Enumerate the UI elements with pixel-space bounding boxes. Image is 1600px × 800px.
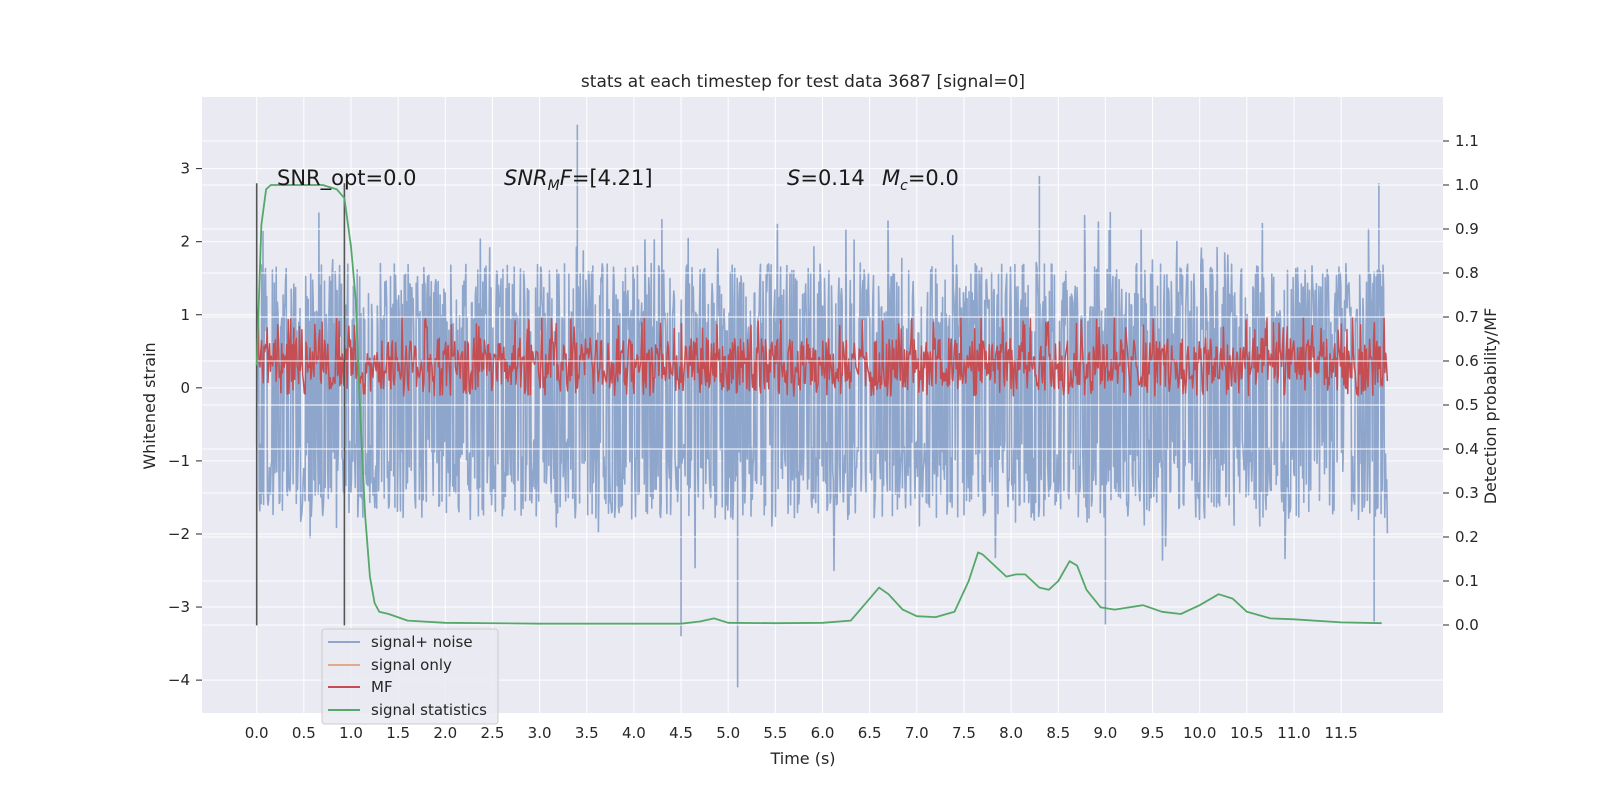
- vertical-markers: [255, 183, 346, 626]
- right-tick-label: 0.4: [1455, 440, 1479, 458]
- x-axis-ticks: 0.0 0.5 1.0 1.5 2.0 2.5 3.0 3.5 4.0 4.5 5.0 5.5 6.0 6…: [245, 724, 1358, 742]
- x-tick-label: 2.0: [433, 724, 457, 742]
- y-tick-label: 1: [180, 306, 190, 324]
- x-tick-label: 1.0: [339, 724, 363, 742]
- series-signal-noise: [255, 124, 1389, 688]
- x-tick-label: 5.5: [763, 724, 787, 742]
- x-tick-label: 4.5: [669, 724, 693, 742]
- right-axis-label: Detection probability/MF: [1481, 308, 1500, 505]
- x-tick-label: 9.5: [1141, 724, 1165, 742]
- x-tick-label: 0.0: [245, 724, 269, 742]
- legend-label-signal-only: signal only: [371, 656, 452, 674]
- annotation-mc: Mc=0.0: [882, 166, 959, 194]
- right-tick-label: 0.9: [1455, 220, 1479, 238]
- x-tick-label: 3.5: [575, 724, 599, 742]
- series-signal-statistics: [255, 184, 1382, 625]
- legend: signal+ noise signal only MF signal stat…: [321, 628, 499, 725]
- right-tick-label: 1.1: [1455, 132, 1479, 150]
- y-tick-label: 3: [180, 160, 190, 178]
- x-tick-label: 0.5: [292, 724, 316, 742]
- y-tick-label: −3: [168, 598, 190, 616]
- x-tick-label: 10.0: [1183, 724, 1216, 742]
- right-axis-ticks: 1.1 1.0 0.9 0.8 0.7 0.6 0.5 0.4 0.3 0.2 0.1 0.0: [1443, 132, 1479, 634]
- grid-overlay: [202, 140, 1443, 626]
- x-tick-label: 4.0: [622, 724, 646, 742]
- right-tick-label: 0.8: [1455, 264, 1479, 282]
- y-tick-label: 2: [180, 233, 190, 251]
- y-tick-label: 0: [180, 379, 190, 397]
- right-tick-label: 0.0: [1455, 616, 1479, 634]
- y-tick-label: −4: [168, 671, 190, 689]
- right-tick-label: 0.1: [1455, 572, 1479, 590]
- right-tick-label: 0.6: [1455, 352, 1479, 370]
- legend-label-signal-statistics: signal statistics: [371, 701, 487, 719]
- right-tick-label: 0.5: [1455, 396, 1479, 414]
- x-tick-label: 11.0: [1277, 724, 1310, 742]
- mf-line: [255, 316, 1389, 397]
- annotation-snr-mf: SNRMF=[4.21]: [504, 166, 653, 194]
- y-axis-ticks: 3 2 1 0 −1 −2 −3 −4: [168, 160, 202, 689]
- y-axis-label: Whitened strain: [140, 342, 159, 469]
- x-axis-label: Time (s): [769, 749, 835, 768]
- y-tick-label: −1: [168, 452, 190, 470]
- x-tick-label: 11.5: [1324, 724, 1357, 742]
- x-tick-label: 3.0: [528, 724, 552, 742]
- x-tick-label: 1.5: [386, 724, 410, 742]
- x-tick-label: 8.0: [999, 724, 1023, 742]
- x-tick-label: 6.0: [811, 724, 835, 742]
- annotation-snr-opt: SNR_opt=0.0: [277, 166, 417, 191]
- x-tick-label: 9.0: [1093, 724, 1117, 742]
- right-tick-label: 0.2: [1455, 528, 1479, 546]
- annotation-s: S=0.14: [787, 166, 865, 190]
- x-tick-label: 8.5: [1046, 724, 1070, 742]
- x-tick-label: 2.5: [481, 724, 505, 742]
- series-mf: [255, 316, 1389, 397]
- legend-label-signal-noise: signal+ noise: [371, 633, 473, 651]
- x-tick-label: 6.5: [858, 724, 882, 742]
- x-tick-label: 10.5: [1230, 724, 1263, 742]
- x-tick-label: 7.0: [905, 724, 929, 742]
- right-tick-label: 1.0: [1455, 176, 1479, 194]
- legend-box: [321, 628, 499, 725]
- signal-statistics-line: [255, 184, 1382, 625]
- y-tick-label: −2: [168, 525, 190, 543]
- right-tick-label: 0.7: [1455, 308, 1479, 326]
- legend-label-mf: MF: [371, 678, 393, 696]
- signal-noise-line: [255, 211, 1389, 572]
- x-tick-label: 7.5: [952, 724, 976, 742]
- chart-title: stats at each timestep for test data 368…: [581, 72, 1025, 92]
- right-tick-label: 0.3: [1455, 484, 1479, 502]
- x-tick-label: 5.0: [716, 724, 740, 742]
